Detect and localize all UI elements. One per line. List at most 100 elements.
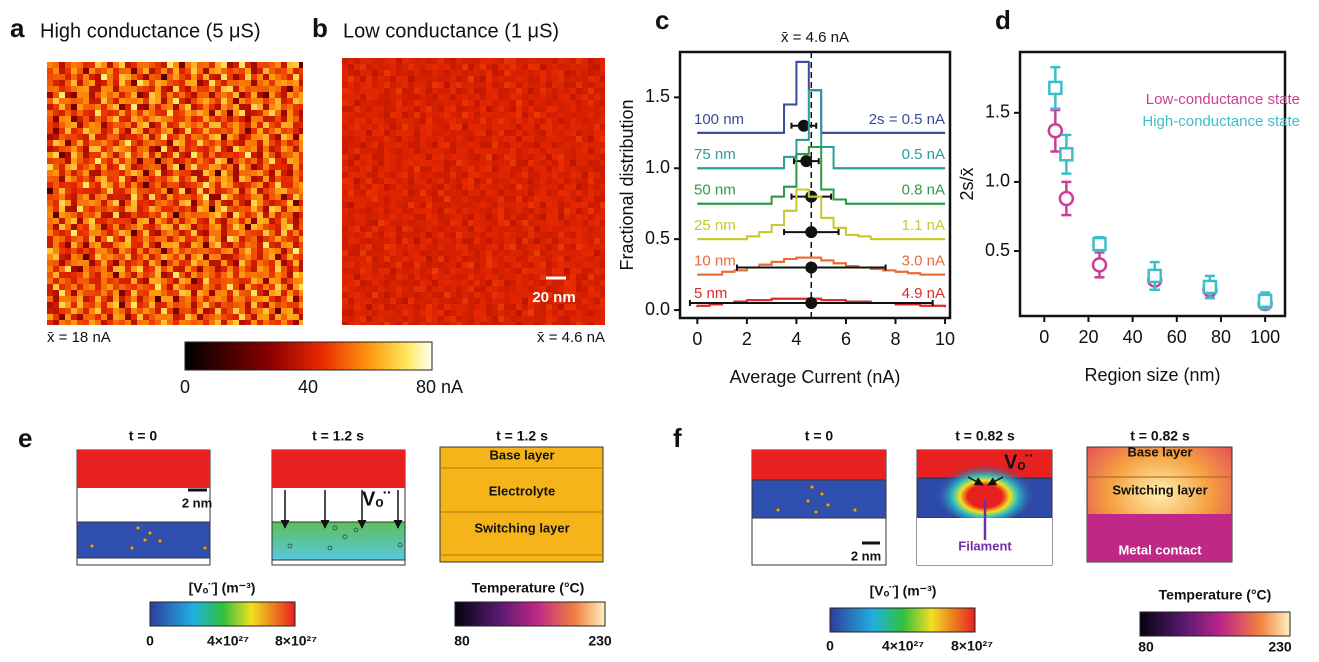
- pixel: [245, 266, 251, 272]
- pixel: [83, 212, 89, 218]
- pixel: [480, 124, 486, 130]
- pixel: [444, 232, 450, 238]
- pixel: [588, 304, 594, 310]
- pixel: [239, 182, 245, 188]
- pixel: [245, 92, 251, 98]
- pixel: [77, 242, 83, 248]
- pixel: [71, 68, 77, 74]
- pixel: [161, 146, 167, 152]
- pixel: [71, 158, 77, 164]
- pixel: [576, 256, 582, 262]
- x-tick-label: 0: [1039, 327, 1049, 347]
- pixel: [360, 214, 366, 220]
- pixel: [348, 106, 354, 112]
- pixel: [275, 254, 281, 260]
- pixel: [564, 190, 570, 196]
- pixel: [552, 196, 558, 202]
- pixel: [95, 188, 101, 194]
- pixel: [89, 110, 95, 116]
- pixel: [516, 232, 522, 238]
- pixel: [528, 316, 534, 322]
- pixel: [197, 98, 203, 104]
- pixel: [275, 290, 281, 296]
- pixel: [71, 80, 77, 86]
- pixel: [275, 206, 281, 212]
- pixel: [239, 296, 245, 302]
- pixel: [119, 158, 125, 164]
- pixel: [432, 82, 438, 88]
- pixel: [251, 254, 257, 260]
- pixel: [426, 106, 432, 112]
- pixel: [59, 308, 65, 314]
- pixel: [83, 308, 89, 314]
- pixel: [594, 304, 600, 310]
- pixel: [179, 230, 185, 236]
- pixel: [558, 94, 564, 100]
- pixel: [119, 134, 125, 140]
- pixel: [251, 158, 257, 164]
- pixel: [275, 164, 281, 170]
- pixel: [552, 214, 558, 220]
- pixel: [293, 62, 299, 68]
- pixel: [570, 100, 576, 106]
- pixel: [540, 310, 546, 316]
- pixel: [107, 116, 113, 122]
- pixel: [101, 296, 107, 302]
- panel-title: High conductance (5 μS): [40, 20, 261, 42]
- pixel: [59, 176, 65, 182]
- pixel: [245, 116, 251, 122]
- pixel: [450, 226, 456, 232]
- pixel: [342, 316, 348, 322]
- pixel: [155, 194, 161, 200]
- pixel: [576, 64, 582, 70]
- pixel: [293, 266, 299, 272]
- pixel: [131, 248, 137, 254]
- pixel: [269, 266, 275, 272]
- pixel: [516, 136, 522, 142]
- pixel: [95, 140, 101, 146]
- pixel: [47, 116, 53, 122]
- pixel: [576, 118, 582, 124]
- pixel: [131, 290, 137, 296]
- pixel: [600, 154, 605, 160]
- pixel: [101, 74, 107, 80]
- pixel: [570, 160, 576, 166]
- pixel: [227, 134, 233, 140]
- pixel: [89, 212, 95, 218]
- pixel: [504, 280, 510, 286]
- pixel: [492, 178, 498, 184]
- pixel: [227, 164, 233, 170]
- pixel: [131, 236, 137, 242]
- pixel: [468, 268, 474, 274]
- pixel: [474, 64, 480, 70]
- pixel: [414, 226, 420, 232]
- pixel: [594, 160, 600, 166]
- pixel: [504, 322, 510, 325]
- x-tick-label: 80: [1211, 327, 1231, 347]
- pixel: [179, 242, 185, 248]
- pixel: [558, 256, 564, 262]
- pixel: [125, 218, 131, 224]
- pixel: [588, 136, 594, 142]
- pixel: [516, 172, 522, 178]
- pixel: [107, 140, 113, 146]
- pixel: [552, 64, 558, 70]
- panel-title: Low conductance (1 μS): [343, 20, 559, 42]
- pixel: [390, 118, 396, 124]
- pixel: [155, 92, 161, 98]
- pixel: [540, 130, 546, 136]
- pixel: [275, 194, 281, 200]
- pixel: [420, 94, 426, 100]
- pixel: [59, 182, 65, 188]
- pixel: [450, 136, 456, 142]
- pixel: [179, 80, 185, 86]
- pixel: [71, 188, 77, 194]
- pixel: [438, 160, 444, 166]
- pixel: [498, 160, 504, 166]
- pixel: [71, 176, 77, 182]
- pixel: [444, 226, 450, 232]
- pixel: [558, 220, 564, 226]
- pixel: [540, 166, 546, 172]
- pixel: [390, 124, 396, 130]
- pixel: [65, 224, 71, 230]
